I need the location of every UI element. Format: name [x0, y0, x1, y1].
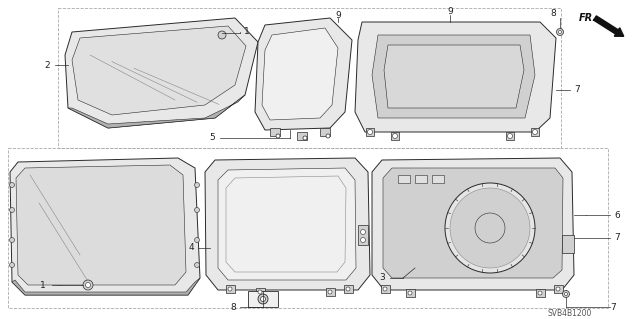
- Circle shape: [328, 290, 332, 294]
- Circle shape: [360, 238, 365, 242]
- Bar: [506, 132, 514, 140]
- Circle shape: [475, 213, 505, 243]
- Bar: [270, 128, 280, 136]
- Text: 8: 8: [550, 9, 556, 18]
- Polygon shape: [383, 168, 563, 278]
- Polygon shape: [218, 168, 356, 280]
- Bar: [58, 8, 561, 148]
- Polygon shape: [12, 278, 200, 295]
- Text: 5: 5: [209, 133, 215, 143]
- Text: FR.: FR.: [579, 13, 597, 23]
- Polygon shape: [10, 158, 200, 295]
- Bar: [248, 291, 278, 307]
- Polygon shape: [262, 28, 338, 120]
- Bar: [531, 128, 539, 136]
- Circle shape: [450, 188, 530, 268]
- Text: 1: 1: [40, 280, 46, 290]
- Circle shape: [563, 291, 570, 298]
- Circle shape: [10, 182, 15, 188]
- Circle shape: [303, 136, 307, 140]
- Bar: [406, 289, 415, 297]
- Bar: [326, 288, 335, 296]
- Polygon shape: [384, 45, 524, 108]
- Polygon shape: [255, 18, 352, 130]
- Text: 9: 9: [335, 11, 341, 19]
- Circle shape: [557, 28, 563, 35]
- Text: 7: 7: [610, 302, 616, 311]
- Circle shape: [258, 290, 262, 294]
- Circle shape: [195, 182, 200, 188]
- Circle shape: [532, 130, 538, 135]
- Circle shape: [276, 134, 280, 138]
- FancyArrow shape: [594, 16, 624, 36]
- Circle shape: [383, 287, 387, 291]
- Circle shape: [346, 287, 350, 291]
- Polygon shape: [16, 165, 186, 285]
- Bar: [415, 175, 427, 183]
- Bar: [381, 285, 390, 293]
- Text: 7: 7: [574, 85, 580, 94]
- Circle shape: [392, 133, 397, 138]
- Bar: [432, 175, 444, 183]
- Circle shape: [538, 291, 542, 295]
- Bar: [256, 288, 265, 296]
- Polygon shape: [72, 26, 246, 115]
- Bar: [344, 285, 353, 293]
- Circle shape: [564, 293, 568, 295]
- Circle shape: [408, 291, 412, 295]
- Bar: [297, 132, 307, 140]
- Bar: [398, 175, 410, 183]
- Bar: [226, 285, 235, 293]
- Circle shape: [556, 287, 560, 291]
- Text: 1: 1: [244, 27, 250, 36]
- Text: 3: 3: [380, 273, 385, 283]
- Text: 2: 2: [44, 61, 50, 70]
- Circle shape: [195, 263, 200, 268]
- Circle shape: [559, 31, 561, 33]
- Bar: [8, 148, 608, 308]
- Circle shape: [10, 238, 15, 242]
- Bar: [562, 235, 574, 253]
- Circle shape: [10, 263, 15, 268]
- Bar: [320, 128, 330, 136]
- Circle shape: [10, 207, 15, 212]
- Circle shape: [260, 296, 266, 301]
- Text: 9: 9: [447, 8, 453, 17]
- Bar: [358, 225, 368, 245]
- Circle shape: [360, 229, 365, 234]
- Polygon shape: [65, 18, 258, 128]
- Circle shape: [195, 207, 200, 212]
- Circle shape: [367, 130, 372, 135]
- Bar: [554, 285, 563, 293]
- Text: 8: 8: [230, 302, 236, 311]
- Bar: [536, 289, 545, 297]
- Bar: [391, 132, 399, 140]
- Circle shape: [445, 183, 535, 273]
- Polygon shape: [372, 35, 535, 118]
- Circle shape: [508, 133, 513, 138]
- Text: 4: 4: [188, 243, 194, 253]
- Circle shape: [228, 287, 232, 291]
- Circle shape: [86, 283, 90, 287]
- Polygon shape: [68, 95, 245, 128]
- Circle shape: [83, 280, 93, 290]
- Text: 7: 7: [614, 234, 620, 242]
- Circle shape: [195, 238, 200, 242]
- Circle shape: [258, 294, 268, 304]
- Text: SVB4B1200: SVB4B1200: [548, 308, 592, 317]
- Bar: [366, 128, 374, 136]
- Circle shape: [218, 31, 226, 39]
- Polygon shape: [205, 158, 370, 290]
- Circle shape: [326, 134, 330, 138]
- Text: 6: 6: [614, 211, 620, 219]
- Polygon shape: [355, 22, 556, 132]
- Polygon shape: [372, 158, 574, 290]
